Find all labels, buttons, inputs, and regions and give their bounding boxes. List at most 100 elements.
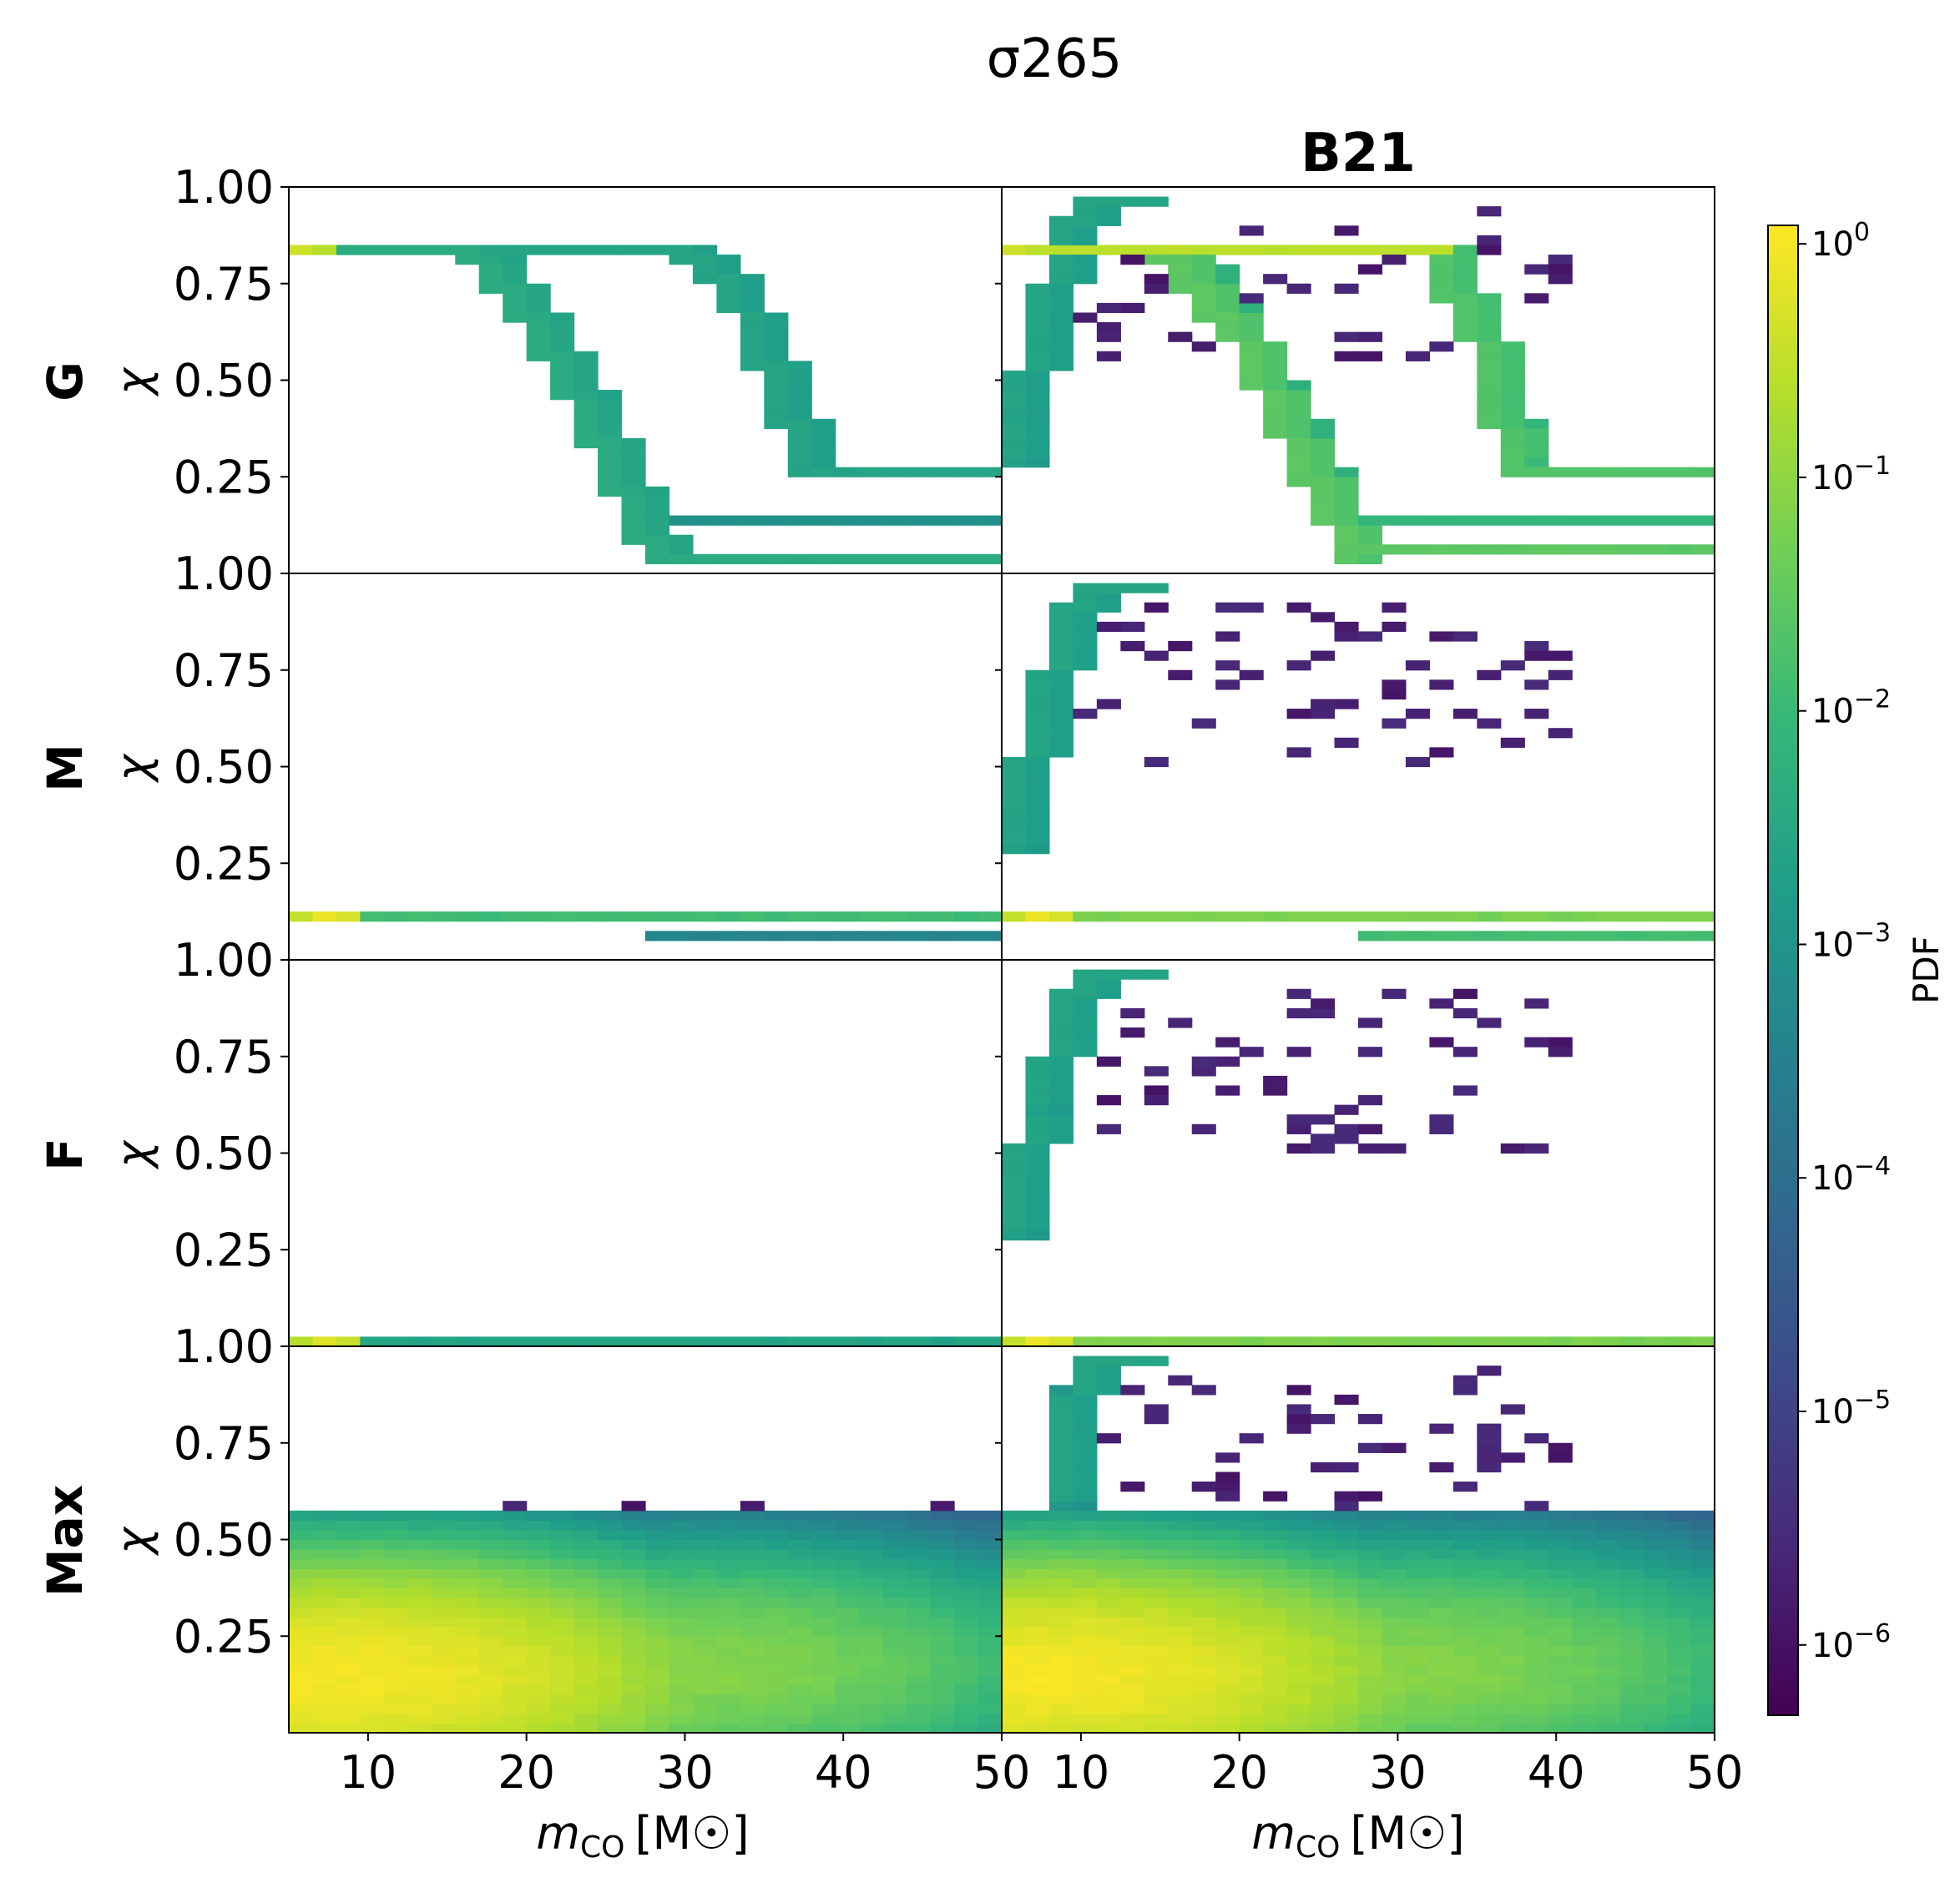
heatmap-bin <box>1025 1664 1050 1676</box>
heatmap-bin <box>787 1558 812 1569</box>
heatmap-bin <box>1500 1704 1525 1714</box>
heatmap-bin <box>1690 1617 1715 1628</box>
heatmap-bin <box>1500 1520 1525 1531</box>
heatmap-bin <box>550 1713 575 1724</box>
heatmap-bin <box>1144 1645 1169 1656</box>
heatmap-bin <box>1452 911 1478 922</box>
heatmap-bin <box>787 553 812 565</box>
heatmap-bin <box>740 1664 765 1676</box>
heatmap-bin <box>1263 1578 1288 1588</box>
heatmap-bin <box>1073 1385 1098 1396</box>
panel-frame <box>288 573 1003 961</box>
heatmap-bin <box>835 1578 860 1588</box>
heatmap-bin <box>1667 1674 1692 1685</box>
heatmap-bin <box>598 390 623 401</box>
heatmap-bin <box>621 1558 646 1569</box>
heatmap-bin <box>1500 1674 1525 1685</box>
heatmap-bin <box>1096 1539 1121 1550</box>
heatmap-bin <box>1191 1607 1216 1618</box>
heatmap-bin <box>692 1336 717 1347</box>
heatmap-bin <box>598 467 623 477</box>
heatmap-bin <box>669 1336 694 1347</box>
y-tick-label: 0.25 <box>174 1224 274 1276</box>
heatmap-bin <box>1191 1694 1216 1704</box>
heatmap-bin <box>503 1520 528 1531</box>
heatmap-bin <box>740 931 765 942</box>
heatmap-bin <box>1667 1723 1692 1734</box>
heatmap-bin <box>1025 351 1050 361</box>
heatmap-bin <box>1477 361 1502 371</box>
heatmap-bin <box>1048 264 1073 275</box>
heatmap-bin <box>1452 1385 1478 1396</box>
heatmap-bin <box>740 1684 765 1695</box>
heatmap-bin <box>360 245 385 255</box>
heatmap-bin <box>1667 1655 1692 1666</box>
heatmap-bin <box>1239 351 1264 361</box>
heatmap-bin <box>1120 1636 1145 1647</box>
heatmap-bin <box>407 1674 432 1685</box>
heatmap-bin <box>1025 1674 1050 1685</box>
heatmap-bin <box>907 1617 932 1628</box>
heatmap-bin <box>1619 1539 1644 1550</box>
heatmap-bin <box>930 1578 955 1588</box>
heatmap-bin <box>503 1704 528 1714</box>
heatmap-bin <box>1643 1636 1668 1647</box>
heatmap-bin <box>289 1626 314 1637</box>
heatmap-bin <box>1311 1568 1336 1579</box>
heatmap-bin <box>954 1539 979 1550</box>
heatmap-bin <box>360 911 385 922</box>
heatmap-bin <box>383 1645 408 1656</box>
heatmap-bin <box>764 1713 789 1724</box>
heatmap-bin <box>1595 1655 1620 1666</box>
heatmap-bin <box>882 1664 907 1676</box>
heatmap-bin <box>1073 1442 1098 1453</box>
panels <box>288 186 1715 1734</box>
heatmap-bin <box>669 1529 694 1541</box>
heatmap-bin <box>360 1336 385 1347</box>
heatmap-bin <box>669 255 694 265</box>
heatmap-bin <box>1429 1336 1454 1347</box>
heatmap-bin <box>1334 1664 1359 1676</box>
heatmap-bin <box>1452 1626 1478 1637</box>
heatmap-bin <box>621 1636 646 1647</box>
heatmap-bin <box>573 361 599 371</box>
heatmap-bin <box>1524 515 1549 526</box>
heatmap-bin <box>621 1588 646 1598</box>
heatmap-bin <box>1048 1529 1073 1541</box>
heatmap-bin <box>1334 631 1359 642</box>
heatmap-bin <box>1025 1636 1050 1647</box>
heatmap-bin <box>1073 621 1098 633</box>
heatmap-bin <box>1548 1645 1573 1656</box>
heatmap-bin <box>1144 1655 1169 1666</box>
heatmap-bin <box>526 293 551 304</box>
heatmap-bin <box>1595 1694 1620 1704</box>
heatmap-bin <box>740 1597 765 1608</box>
heatmap-bin <box>1452 1578 1478 1588</box>
heatmap-bin <box>977 1588 1003 1598</box>
heatmap-bin <box>1500 1713 1525 1724</box>
heatmap-bin <box>1002 1210 1027 1222</box>
heatmap-bin <box>1096 1056 1121 1067</box>
heatmap-bin <box>1096 1645 1121 1656</box>
heatmap-bin <box>1643 1336 1668 1347</box>
heatmap-bin <box>1311 1336 1336 1347</box>
heatmap-bin <box>1429 1713 1454 1724</box>
heatmap-bin <box>1096 1529 1121 1541</box>
heatmap-bin <box>431 1336 456 1347</box>
heatmap-bin <box>1096 1520 1121 1531</box>
heatmap-bin <box>1667 1704 1692 1714</box>
heatmap-bin <box>1002 1520 1027 1531</box>
heatmap-bin <box>478 283 503 294</box>
heatmap-bin <box>1191 1056 1216 1067</box>
heatmap-bin <box>1144 1617 1169 1628</box>
heatmap-bin <box>1382 1588 1407 1598</box>
heatmap-bin <box>1405 1539 1430 1550</box>
heatmap-bin <box>811 515 836 526</box>
heatmap-bin <box>503 1723 528 1734</box>
heatmap-bin <box>1477 1704 1502 1714</box>
heatmap-bin <box>1048 302 1073 314</box>
heatmap-bin <box>550 1510 575 1521</box>
heatmap-bin <box>787 1704 812 1714</box>
heatmap-bin <box>1025 669 1050 680</box>
heatmap-bin <box>621 534 646 545</box>
